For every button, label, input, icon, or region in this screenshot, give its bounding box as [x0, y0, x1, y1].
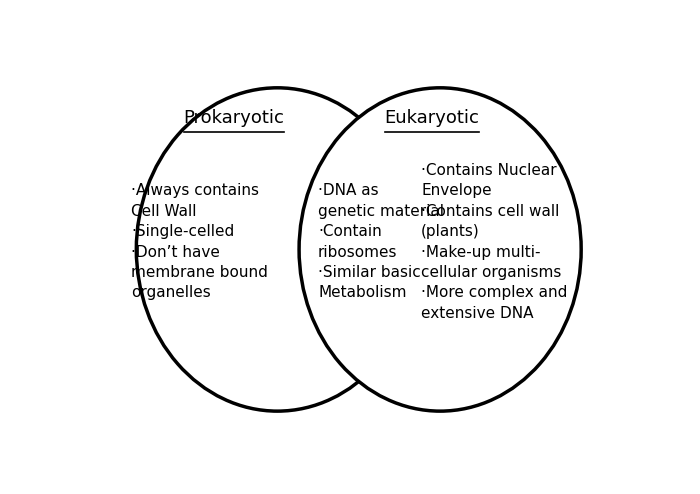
- Text: ·Always contains
Cell Wall
·Single-celled
·Don’t have
membrane bound
organelles: ·Always contains Cell Wall ·Single-celle…: [131, 183, 268, 300]
- Ellipse shape: [136, 88, 419, 411]
- Ellipse shape: [299, 88, 581, 411]
- Text: ·DNA as
genetic material
·Contain
ribosomes
·Similar basic
Metabolism: ·DNA as genetic material ·Contain riboso…: [318, 183, 444, 300]
- Text: Prokaryotic: Prokaryotic: [183, 109, 284, 127]
- Text: ·Contains Nuclear
Envelope
·Contains cell wall
(plants)
·Make-up multi-
cellular: ·Contains Nuclear Envelope ·Contains cel…: [421, 163, 568, 321]
- Text: Eukaryotic: Eukaryotic: [384, 109, 480, 127]
